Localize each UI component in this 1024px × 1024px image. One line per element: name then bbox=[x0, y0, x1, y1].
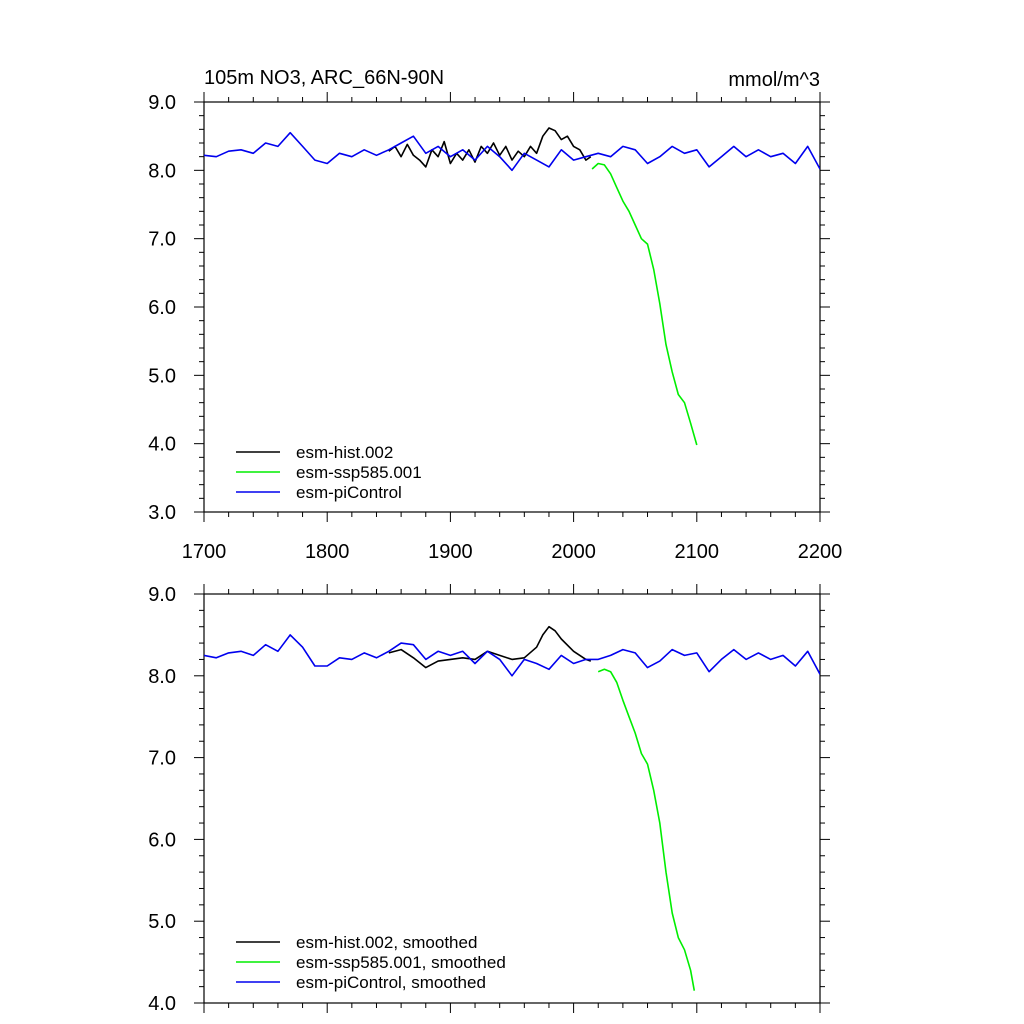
x-tick-label: 2100 bbox=[675, 541, 720, 563]
y-tick-label: 7.0 bbox=[148, 748, 176, 770]
x-tick-label: 1700 bbox=[182, 541, 227, 563]
y-tick-label: 9.0 bbox=[148, 584, 176, 606]
y-tick-label: 6.0 bbox=[148, 297, 176, 319]
x-tick-label: 2000 bbox=[551, 541, 596, 563]
legend-label-hist: esm-hist.002 bbox=[296, 443, 393, 462]
series-line-pi bbox=[204, 634, 820, 677]
y-tick-label: 6.0 bbox=[148, 829, 176, 851]
y-tick-label: 4.0 bbox=[148, 993, 176, 1015]
plot-frame bbox=[203, 593, 821, 1004]
y-tick-label: 4.0 bbox=[148, 434, 176, 456]
x-tick-label: 1800 bbox=[305, 541, 350, 563]
x-tick-label: 2200 bbox=[798, 541, 843, 563]
series-line-pi bbox=[204, 131, 820, 172]
legend-label-pi: esm-piControl bbox=[296, 483, 402, 502]
series-line-hist bbox=[388, 625, 592, 669]
chart-title: 105m NO3, ARC_66N-90N bbox=[204, 67, 444, 89]
legend-label-ssp: esm-ssp585.001, smoothed bbox=[296, 953, 506, 972]
y-tick-label: 7.0 bbox=[148, 229, 176, 251]
upper-panel: 3.0 4.0 5.0 6.0 7.0 8.0 9.0 1700 1800 1900 2000 210… bbox=[148, 92, 842, 563]
y-tick-label: 8.0 bbox=[148, 666, 176, 688]
legend-label-ssp: esm-ssp585.001 bbox=[296, 463, 422, 482]
y-tick-label: 3.0 bbox=[148, 502, 176, 524]
legend-label-pi: esm-piControl, smoothed bbox=[296, 973, 486, 992]
x-tick-label: 1900 bbox=[428, 541, 473, 563]
series-line-ssp bbox=[597, 668, 696, 991]
units-label: mmol/m^3 bbox=[728, 69, 820, 91]
y-tick-label: 9.0 bbox=[148, 92, 176, 114]
y-tick-label: 8.0 bbox=[148, 160, 176, 182]
y-tick-label: 5.0 bbox=[148, 911, 176, 933]
legend-label-hist: esm-hist.002, smoothed bbox=[296, 933, 477, 952]
lower-panel: 4.0 5.0 6.0 7.0 8.0 9.0 esm-hist.002, smoothed… bbox=[148, 584, 830, 1015]
series-line-ssp bbox=[591, 162, 698, 446]
y-tick-label: 5.0 bbox=[148, 365, 176, 387]
